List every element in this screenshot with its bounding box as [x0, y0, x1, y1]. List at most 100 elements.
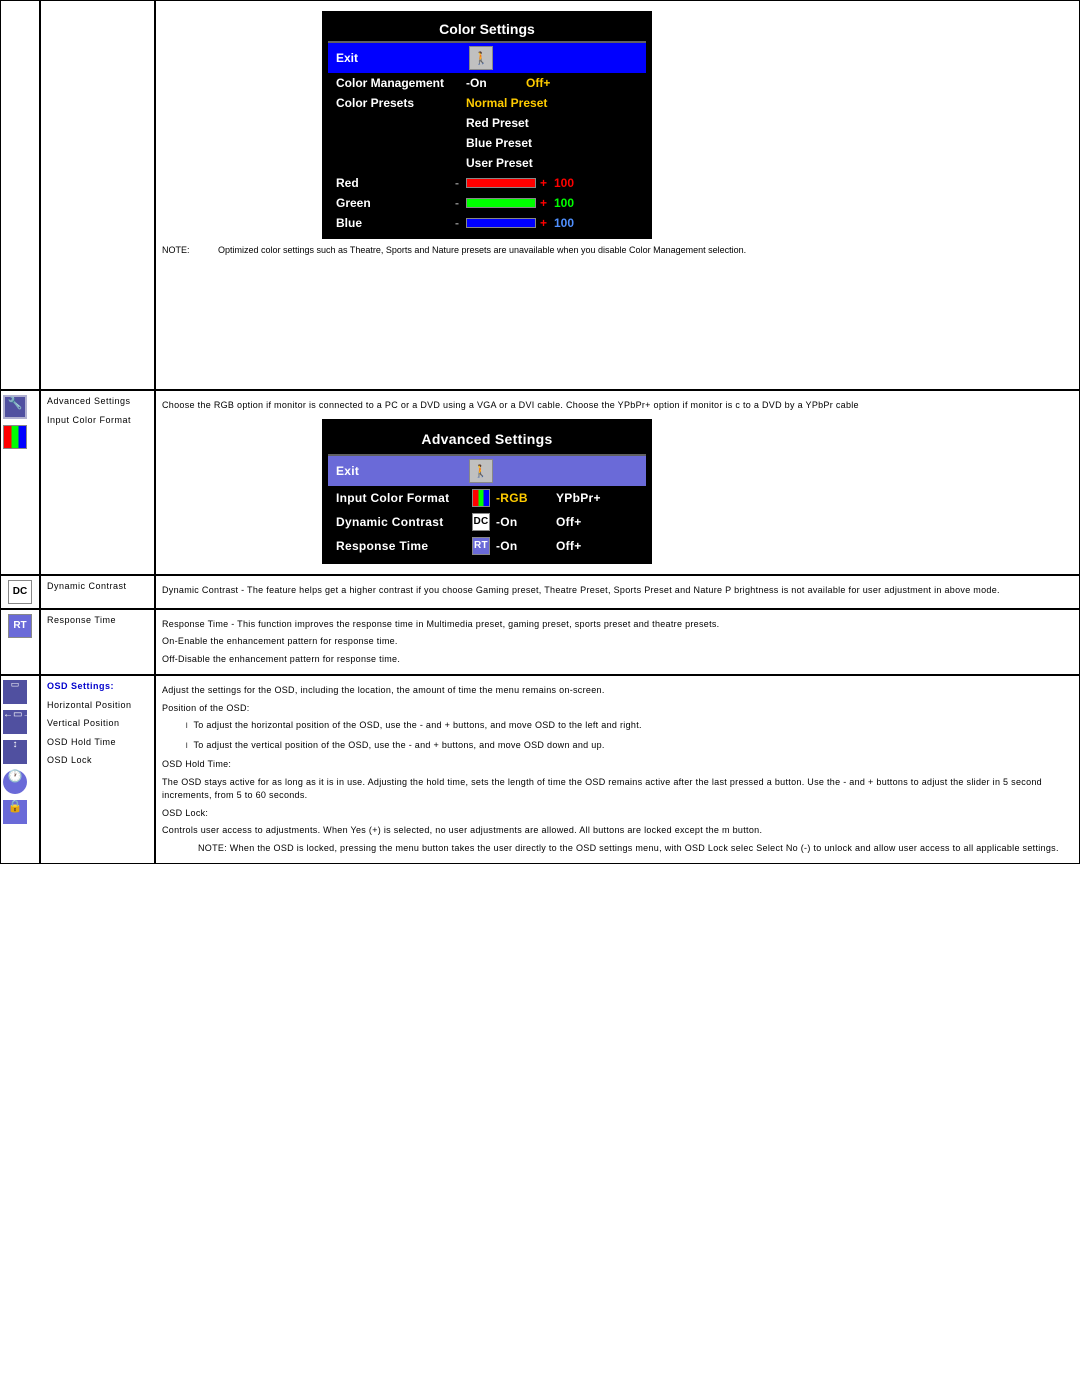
advanced-osd: Advanced Settings Exit 🚶 Input Color For…	[322, 419, 652, 564]
adv-rt-on: -On	[496, 537, 556, 555]
color-mgmt-on: -On	[466, 76, 526, 90]
adv-osd-icf[interactable]: Input Color Format -RGB YPbPr+	[328, 486, 646, 510]
adv-rt-icon: RT	[466, 537, 496, 555]
blue-preset: Blue Preset	[466, 136, 586, 150]
adv-rt-label: Response Time	[336, 537, 466, 555]
osd-hold-hdr: OSD Hold Time:	[162, 758, 1073, 772]
rt-body-cell: Response Time - This function improves t…	[155, 609, 1080, 676]
osd-pos-hdr: Position of the OSD:	[162, 702, 1073, 716]
rt-label: Response Time	[47, 615, 116, 625]
slider-track[interactable]: -+	[466, 218, 536, 228]
rt-text2: On-Enable the enhancement pattern for re…	[162, 635, 1073, 649]
lock-label: OSD Lock	[47, 754, 148, 767]
adv-exit-label: Exit	[336, 462, 466, 480]
rt-text3: Off-Disable the enhancement pattern for …	[162, 653, 1073, 667]
wrench-gear-icon: 🔧	[3, 395, 27, 419]
osd-bullet-h: To adjust the horizontal position of the…	[198, 719, 1073, 733]
osd-bullet-v: To adjust the vertical position of the O…	[198, 739, 1073, 753]
lock-icon: 🔒	[3, 800, 27, 824]
exit-label: Exit	[336, 51, 466, 65]
slider-label: Red	[336, 176, 466, 190]
input-color-format-label: Input Color Format	[47, 414, 148, 427]
color-mgmt-label: Color Management	[336, 76, 466, 90]
slider-row-blue[interactable]: Blue-+ 100	[328, 213, 646, 233]
adv-icf-label: Input Color Format	[336, 489, 466, 507]
slider-track[interactable]: -+	[466, 178, 536, 188]
osd-intro: Adjust the settings for the OSD, includi…	[162, 684, 1073, 698]
adv-dc-off: Off+	[556, 513, 616, 531]
advanced-settings-label: Advanced Settings	[47, 395, 148, 408]
adv-icf-rgb: -RGB	[496, 489, 556, 507]
advanced-osd-title: Advanced Settings	[328, 425, 646, 456]
osd-title: Color Settings	[328, 17, 646, 43]
presets-value: Normal Preset	[466, 96, 586, 110]
osd-lock-hdr: OSD Lock:	[162, 807, 1073, 821]
advanced-text: Choose the RGB option if monitor is conn…	[162, 399, 1073, 413]
presets-label: Color Presets	[336, 96, 466, 110]
user-preset: User Preset	[466, 156, 586, 170]
slider-track[interactable]: -+	[466, 198, 536, 208]
osd-row-exit[interactable]: Exit 🚶	[328, 43, 646, 73]
horizontal-position-icon: ←▭→	[3, 710, 27, 734]
rgb-sliders: Red-+100Green-+100Blue-+100	[328, 173, 646, 233]
dc-label: Dynamic Contrast	[47, 581, 127, 591]
slider-label: Green	[336, 196, 466, 210]
rt-text1: Response Time - This function improves t…	[162, 618, 1073, 632]
rt-icon: RT	[8, 614, 32, 638]
adv-osd-dc[interactable]: Dynamic Contrast DC -On Off+	[328, 510, 646, 534]
advanced-body: Choose the RGB option if monitor is conn…	[155, 390, 1080, 575]
exit-icon: 🚶	[466, 46, 496, 70]
vertical-position-icon: ↕	[3, 740, 27, 764]
rt-icon-cell: RT	[0, 609, 40, 676]
adv-rgb-icon	[466, 489, 496, 507]
osd-lock-txt: Controls user access to adjustments. Whe…	[162, 824, 1073, 838]
color-settings-cell: Color Settings Exit 🚶 Color Management -…	[155, 0, 1080, 390]
note-text: Optimized color settings such as Theatre…	[218, 245, 1073, 255]
rt-label-cell: Response Time	[40, 609, 155, 676]
dc-label-cell: Dynamic Contrast	[40, 575, 155, 609]
osd-row-user-preset[interactable]: User Preset	[328, 153, 646, 173]
osd-row-presets[interactable]: Color Presets Normal Preset	[328, 93, 646, 113]
osd-row-red-preset[interactable]: Red Preset	[328, 113, 646, 133]
settings-table: Color Settings Exit 🚶 Color Management -…	[0, 0, 1080, 864]
osd-body-cell: Adjust the settings for the OSD, includi…	[155, 675, 1080, 864]
adv-dc-on: -On	[496, 513, 556, 531]
adv-osd-exit[interactable]: Exit 🚶	[328, 456, 646, 486]
slider-label: Blue	[336, 216, 466, 230]
slider-value: 100	[554, 176, 574, 190]
hold-label: OSD Hold Time	[47, 736, 148, 749]
osd-lock-note: NOTE: When the OSD is locked, pressing t…	[198, 842, 1073, 856]
adv-dc-icon: DC	[466, 513, 496, 531]
hp-label: Horizontal Position	[47, 699, 148, 712]
adv-osd-rt[interactable]: Response Time RT -On Off+	[328, 534, 646, 558]
clock-icon: 🕐	[3, 770, 27, 794]
adv-exit-icon: 🚶	[466, 459, 496, 483]
osd-settings-heading: OSD Settings:	[47, 680, 148, 693]
color-settings-osd: Color Settings Exit 🚶 Color Management -…	[322, 11, 652, 239]
osd-row-color-mgmt[interactable]: Color Management -On Off+	[328, 73, 646, 93]
dc-icon-cell: DC	[0, 575, 40, 609]
rgb-bars-icon	[3, 425, 27, 449]
osd-hold-txt: The OSD stays active for as long as it i…	[162, 776, 1073, 803]
dc-text: Dynamic Contrast - The feature helps get…	[162, 584, 1073, 598]
slider-value: 100	[554, 216, 574, 230]
vp-label: Vertical Position	[47, 717, 148, 730]
osd-labels-cell: OSD Settings: Horizontal Position Vertic…	[40, 675, 155, 864]
slider-value: 100	[554, 196, 574, 210]
osd-settings-icon: ▭	[3, 680, 27, 704]
osd-icons-cell: ▭ ←▭→ ↕ 🕐 🔒	[0, 675, 40, 864]
adv-icf-ypbpr: YPbPr+	[556, 489, 616, 507]
slider-row-red[interactable]: Red-+ 100	[328, 173, 646, 193]
red-preset: Red Preset	[466, 116, 586, 130]
dc-icon: DC	[8, 580, 32, 604]
adv-rt-off: Off+	[556, 537, 616, 555]
empty-icon-cell	[0, 0, 40, 390]
advanced-labels: Advanced Settings Input Color Format	[40, 390, 155, 575]
color-note: NOTE: Optimized color settings such as T…	[162, 245, 1073, 255]
adv-dc-label: Dynamic Contrast	[336, 513, 466, 531]
empty-label-cell	[40, 0, 155, 390]
slider-row-green[interactable]: Green-+ 100	[328, 193, 646, 213]
color-mgmt-off: Off+	[526, 76, 586, 90]
osd-row-blue-preset[interactable]: Blue Preset	[328, 133, 646, 153]
dc-body-cell: Dynamic Contrast - The feature helps get…	[155, 575, 1080, 609]
